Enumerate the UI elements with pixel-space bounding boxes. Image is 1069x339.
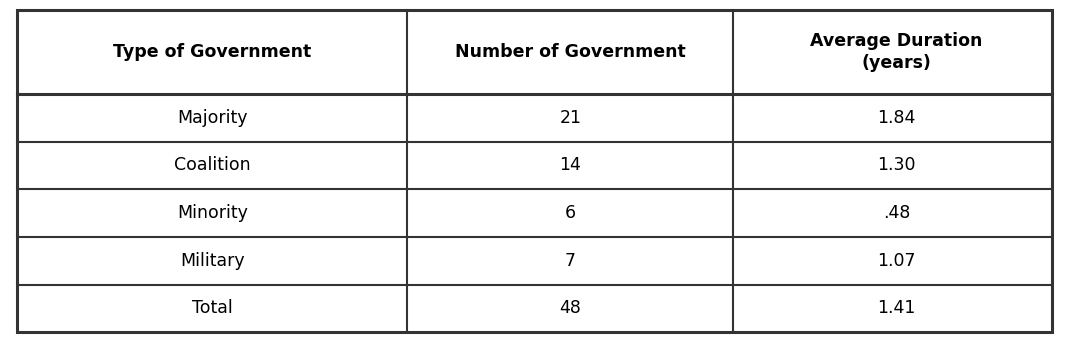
Text: 6: 6 [564, 204, 576, 222]
Text: 7: 7 [564, 252, 576, 270]
Text: 48: 48 [559, 299, 582, 317]
Text: Number of Government: Number of Government [455, 43, 685, 61]
Text: Total: Total [191, 299, 233, 317]
Text: 1.30: 1.30 [877, 156, 916, 174]
Text: Coalition: Coalition [174, 156, 250, 174]
Text: 1.07: 1.07 [877, 252, 916, 270]
Text: 1.41: 1.41 [878, 299, 915, 317]
Text: .48: .48 [883, 204, 910, 222]
Text: 1.84: 1.84 [878, 109, 915, 127]
Text: Average Duration
(years): Average Duration (years) [810, 32, 982, 73]
Text: Majority: Majority [177, 109, 247, 127]
Text: Military: Military [180, 252, 245, 270]
Text: 21: 21 [559, 109, 582, 127]
Text: Minority: Minority [176, 204, 248, 222]
Text: Type of Government: Type of Government [113, 43, 311, 61]
Text: 14: 14 [559, 156, 582, 174]
